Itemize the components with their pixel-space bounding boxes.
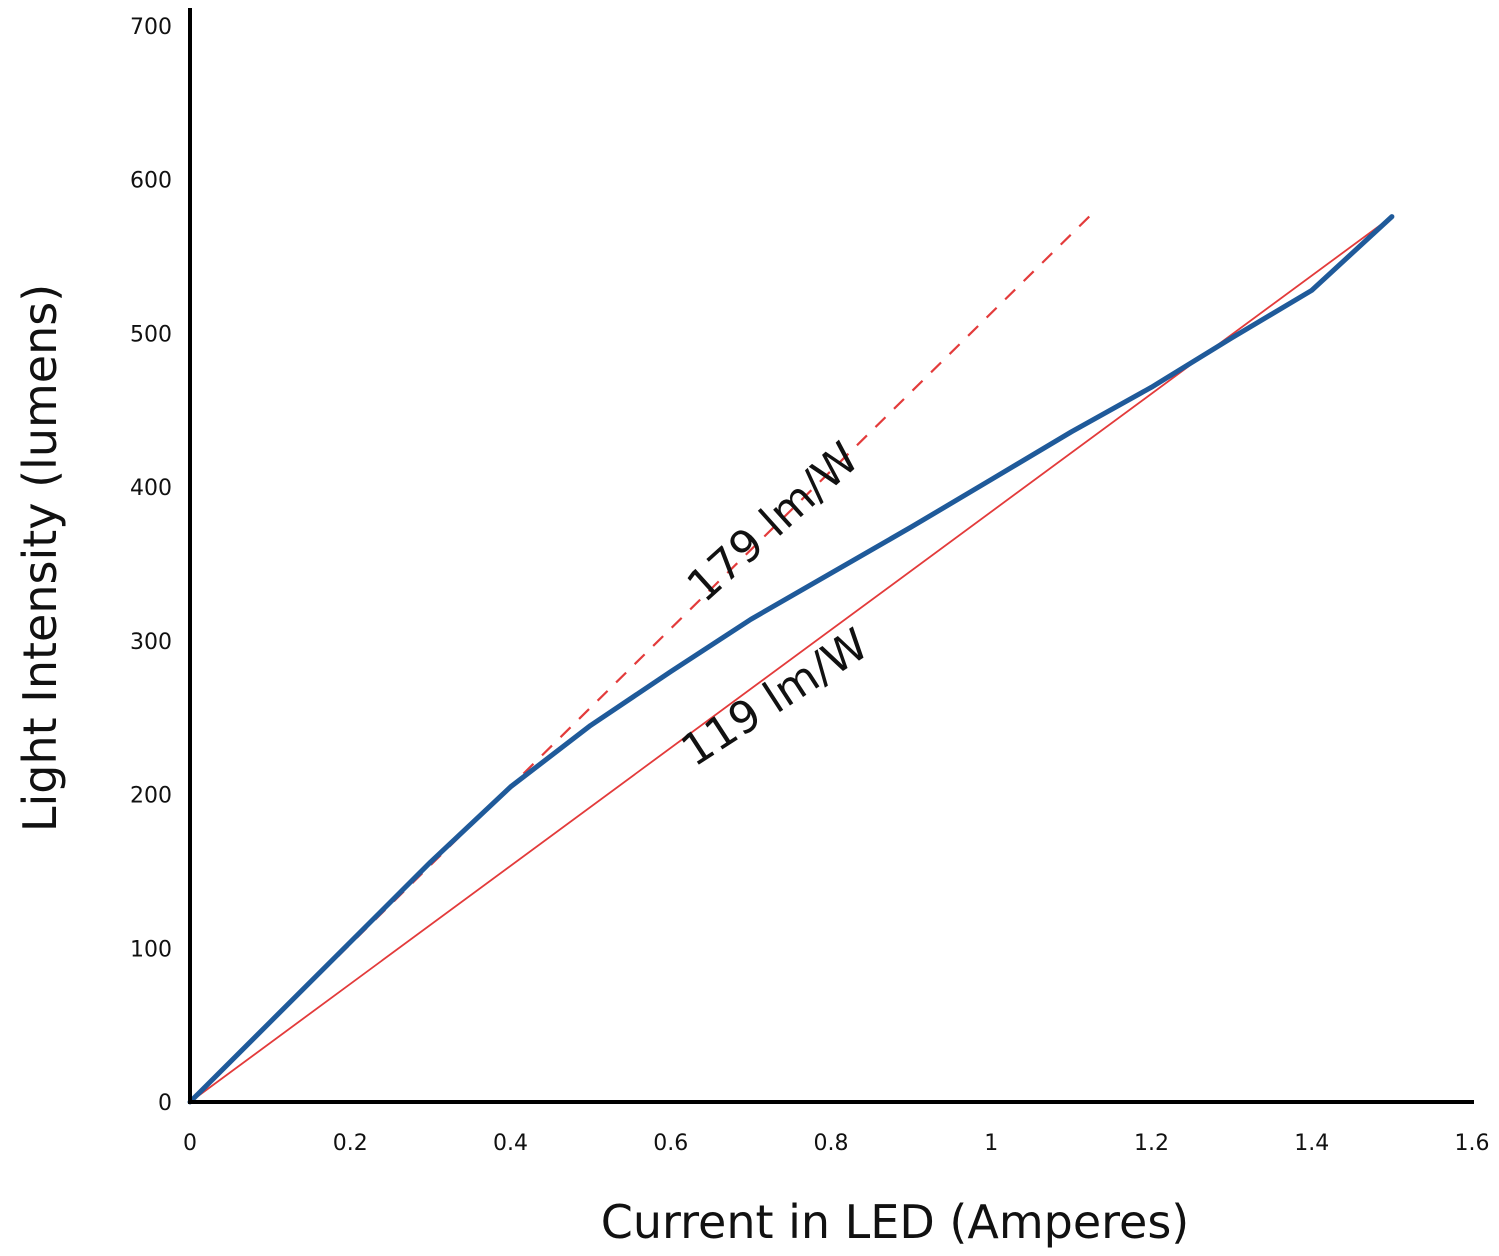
tick-labels: 0 0.2 0.4 0.6 0.8 1 1.2 1.4 1.6 0 100 200 300 400 500 6… xyxy=(130,15,1490,1156)
y-tick-label: 500 xyxy=(130,322,172,347)
y-tick-label: 700 xyxy=(130,15,172,40)
y-tick-label: 100 xyxy=(130,937,172,962)
x-tick-label: 1.4 xyxy=(1294,1131,1329,1156)
y-tick-label: 600 xyxy=(130,169,172,194)
y-tick-label: 400 xyxy=(130,476,172,501)
y-tick-label: 0 xyxy=(158,1091,172,1116)
x-tick-label: 0.4 xyxy=(493,1131,528,1156)
efficiency-annotation: 179 lm/W xyxy=(678,433,869,612)
y-tick-label: 300 xyxy=(130,630,172,655)
efficiency-annotation: 119 lm/W xyxy=(672,619,877,777)
plot-area xyxy=(187,209,1395,1105)
x-tick-label: 0.2 xyxy=(333,1131,368,1156)
y-tick-label: 200 xyxy=(130,784,172,809)
series-line-solid-thick xyxy=(187,214,1395,1105)
x-tick-label: 1.6 xyxy=(1455,1131,1490,1156)
x-tick-label: 1.2 xyxy=(1134,1131,1169,1156)
x-tick-label: 0.6 xyxy=(653,1131,688,1156)
x-tick-label: 1 xyxy=(984,1131,998,1156)
x-tick-label: 0 xyxy=(183,1131,197,1156)
y-axis-label: Light Intensity (lumens) xyxy=(13,284,67,832)
x-tick-label: 0.8 xyxy=(814,1131,849,1156)
x-axis-label: Current in LED (Amperes) xyxy=(601,1195,1190,1249)
